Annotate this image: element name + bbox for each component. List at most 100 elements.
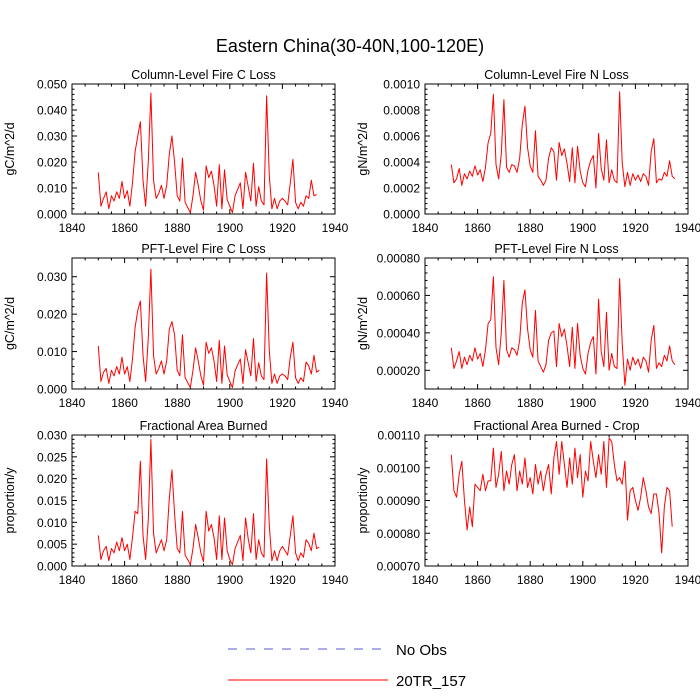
y-tick-label: 0.00040: [377, 326, 421, 340]
y-tick-label: 0.050: [37, 78, 67, 92]
panel-title: PFT-Level Fire N Loss: [494, 242, 618, 256]
panel-fractional-area-burned: Fractional Area Burned proportion/y 1840 18…: [3, 419, 349, 587]
y-axis-label: gC/m^2/d: [3, 297, 17, 350]
x-tick-label: 1900: [216, 221, 243, 235]
y-tick-label: 0.00100: [377, 461, 421, 475]
series-line-20tr-157: [97, 438, 320, 566]
x-tick-label: 1840: [59, 573, 86, 587]
x-tick-label: 1840: [412, 221, 439, 235]
y-tick-label: 0.010: [37, 182, 67, 196]
x-tick-label: 1860: [464, 221, 491, 235]
panel-pft-level-fire-n-loss: PFT-Level Fire N Loss gN/m^2/d 1840 1860 188…: [356, 242, 700, 410]
x-tick-label: 1940: [322, 221, 349, 235]
series-line-20tr-157: [97, 92, 317, 214]
x-tick-label: 1840: [59, 396, 86, 410]
y-axis-label: proportion/y: [356, 467, 370, 534]
x-tick-label: 1940: [675, 396, 700, 410]
x-tick-label: 1860: [464, 396, 491, 410]
x-tick-label: 1920: [622, 396, 649, 410]
y-axis-label: gN/m^2/d: [356, 297, 370, 350]
y-tick-label: 0.020: [37, 472, 67, 486]
x-tick-label: 1880: [517, 396, 544, 410]
x-tick-label: 1900: [569, 573, 596, 587]
y-tick-label: 0.0004: [383, 156, 420, 170]
y-tick-label: 0.030: [37, 270, 67, 284]
x-tick-label: 1920: [269, 396, 296, 410]
x-tick-label: 1880: [164, 573, 191, 587]
y-tick-label: 0.0008: [383, 104, 420, 118]
x-tick-label: 1840: [59, 221, 86, 235]
y-tick-label: 0.000: [37, 208, 67, 222]
panel-title: PFT-Level Fire C Loss: [141, 242, 265, 256]
x-tick-label: 1940: [675, 573, 700, 587]
x-tick-label: 1860: [464, 573, 491, 587]
legend-label-no-obs: No Obs: [396, 642, 447, 659]
y-tick-label: 0.040: [37, 104, 67, 118]
y-tick-label: 0.000: [37, 383, 67, 397]
x-tick-label: 1860: [111, 573, 138, 587]
y-tick-label: 0.00080: [377, 527, 421, 541]
x-tick-label: 1940: [322, 573, 349, 587]
x-tick-label: 1920: [622, 573, 649, 587]
y-tick-label: 0.0000: [383, 208, 420, 222]
y-tick-label: 0.010: [37, 345, 67, 359]
x-tick-label: 1920: [622, 221, 649, 235]
x-tick-label: 1900: [216, 396, 243, 410]
y-tick-label: 0.0006: [383, 130, 420, 144]
x-tick-label: 1840: [412, 396, 439, 410]
x-tick-label: 1920: [269, 221, 296, 235]
panel-fractional-area-burned-crop: Fractional Area Burned - Crop proportion/…: [356, 419, 700, 587]
series-line-20tr-157: [450, 91, 676, 189]
plot-frame: [71, 257, 336, 390]
legend-label-20tr-157: 20TR_157: [396, 673, 466, 690]
y-tick-label: 0.030: [37, 429, 67, 443]
y-tick-label: 0.00020: [377, 364, 421, 378]
y-tick-label: 0.00090: [377, 494, 421, 508]
series-line-20tr-157: [97, 268, 320, 388]
panel-column-level-fire-n-loss: Column-Level Fire N Loss gN/m^2/d 1840 1860…: [356, 68, 700, 235]
panel-column-level-fire-c-loss: Column-Level Fire C Loss gC/m^2/d 1840 1860…: [3, 68, 349, 235]
x-tick-label: 1900: [569, 221, 596, 235]
y-tick-label: 0.010: [37, 516, 67, 530]
series-line-20tr-157: [450, 437, 673, 554]
y-tick-label: 0.020: [37, 156, 67, 170]
x-tick-label: 1900: [216, 573, 243, 587]
y-tick-label: 0.005: [37, 538, 67, 552]
plot-frame: [424, 83, 689, 215]
y-tick-label: 0.00110: [378, 429, 421, 443]
y-tick-label: 0.00080: [377, 252, 421, 266]
x-tick-label: 1840: [412, 573, 439, 587]
series-line-20tr-157: [450, 276, 676, 386]
x-tick-label: 1880: [517, 221, 544, 235]
x-tick-label: 1880: [164, 396, 191, 410]
panel-title: Fractional Area Burned - Crop: [473, 419, 639, 433]
x-tick-label: 1900: [569, 396, 596, 410]
x-tick-label: 1920: [269, 573, 296, 587]
x-tick-label: 1860: [111, 221, 138, 235]
y-tick-label: 0.00060: [377, 289, 421, 303]
panel-title: Fractional Area Burned: [140, 419, 268, 433]
panel-title: Column-Level Fire C Loss: [131, 68, 276, 82]
y-axis-label: proportion/y: [3, 467, 17, 534]
x-tick-label: 1940: [675, 221, 700, 235]
x-tick-label: 1940: [322, 396, 349, 410]
x-tick-label: 1860: [111, 396, 138, 410]
panel-pft-level-fire-c-loss: PFT-Level Fire C Loss gC/m^2/d 1840 1860 188…: [3, 242, 349, 410]
y-tick-label: 0.015: [37, 494, 67, 508]
y-tick-label: 0.000: [37, 560, 67, 574]
legend: No Obs 20TR_157: [228, 642, 466, 690]
y-axis-label: gC/m^2/d: [3, 122, 17, 175]
y-tick-label: 0.020: [37, 308, 67, 322]
y-tick-label: 0.00070: [377, 560, 421, 574]
panel-title: Column-Level Fire N Loss: [484, 68, 629, 82]
y-tick-label: 0.025: [37, 450, 67, 464]
y-tick-label: 0.030: [37, 130, 67, 144]
x-tick-label: 1880: [517, 573, 544, 587]
y-axis-label: gN/m^2/d: [356, 122, 370, 175]
figure-title: Eastern China(30-40N,100-120E): [216, 36, 484, 56]
y-tick-label: 0.0002: [383, 182, 420, 196]
x-tick-label: 1880: [164, 221, 191, 235]
y-tick-label: 0.0010: [383, 78, 420, 92]
panels-group: Column-Level Fire C Loss gC/m^2/d 1840 1860…: [3, 68, 700, 587]
